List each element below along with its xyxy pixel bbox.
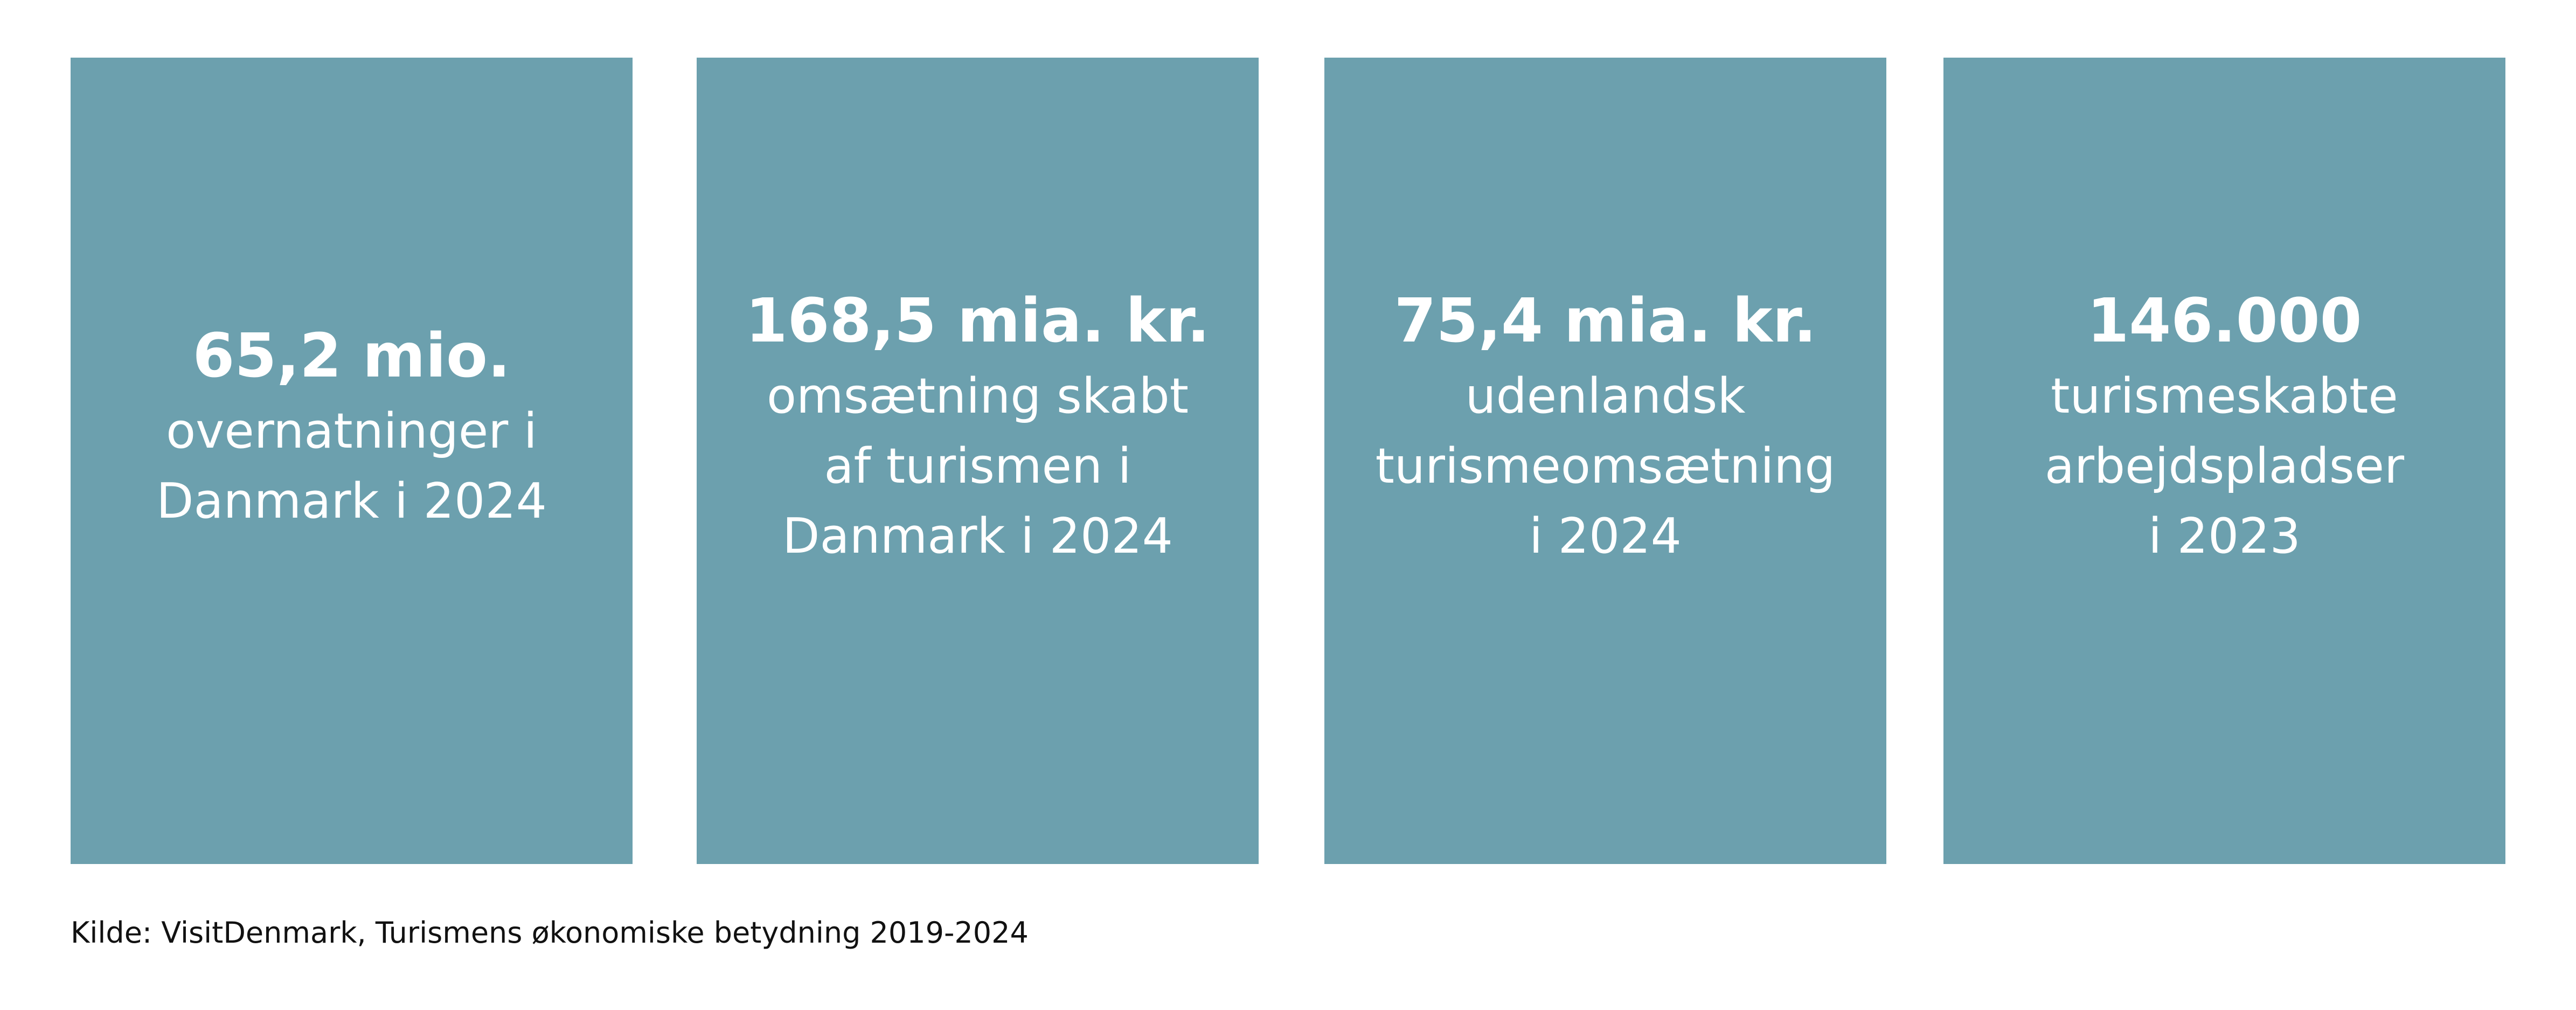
stat-description: turismeomsætning [1375,437,1836,494]
stat-card: 168,5 mia. kr. omsætning skabt af turismen… [697,58,1259,864]
stat-description: omsætning skabt [766,367,1189,424]
stat-description: overnatninger i [166,402,537,459]
stat-number: 168,5 mia. kr. [745,285,1210,356]
stat-description: udenlandsk [1465,367,1746,424]
stat-description: af turismen i [824,437,1131,494]
stat-number: 75,4 mia. kr. [1394,285,1817,356]
stat-description: i 2023 [2148,507,2301,565]
stat-description: i 2024 [1529,507,1682,565]
stat-description: arbejdspladser [2044,437,2405,494]
stat-card: 75,4 mia. kr. udenlandsk turismeomsætning i… [1324,58,1886,864]
stat-description: Danmark i 2024 [782,507,1173,565]
stat-description: turismeskabte [2051,367,2398,424]
stat-number: 146.000 [2087,285,2362,356]
stat-card: 146.000 turismeskabte arbejdspladser i 2023 [1943,58,2505,864]
stat-number: 65,2 mio. [192,321,511,391]
stat-description: Danmark i 2024 [156,472,547,530]
source-note: Kilde: VisitDenmark, Turismens økonomisk… [71,916,1029,950]
stat-card: 65,2 mio. overnatninger i Danmark i 2024 [71,58,633,864]
